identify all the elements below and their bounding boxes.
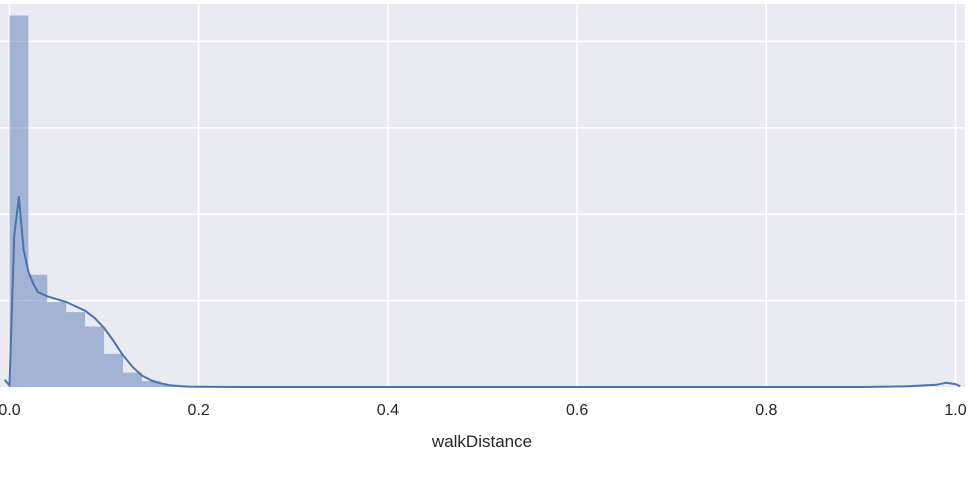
histogram-bar-7 (141, 381, 161, 387)
x-tick-label-3: 0.6 (566, 402, 588, 419)
x-tick-label-5: 1.0 (944, 402, 966, 419)
x-tick-label-4: 0.8 (755, 402, 777, 419)
histogram-bar-4 (85, 326, 105, 387)
kde-line (3, 195, 961, 388)
histogram-bar-1 (28, 274, 48, 387)
histogram-bar-6 (122, 372, 142, 387)
plot-background (0, 4, 965, 387)
x-tick-label-2: 0.4 (377, 402, 399, 419)
x-tick-label-1: 0.2 (188, 402, 210, 419)
x-axis-label: walkDistance (431, 432, 532, 451)
histogram-bar-2 (47, 302, 67, 387)
histogram-bar-5 (104, 353, 123, 387)
histogram-bar-3 (66, 312, 86, 387)
x-tick-label-0: 0.0 (0, 402, 21, 419)
